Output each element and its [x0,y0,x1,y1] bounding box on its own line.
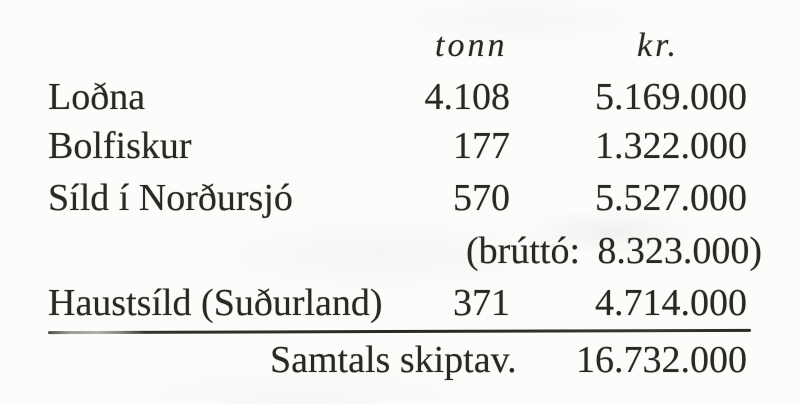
table-row: Loðna 4.108 5.169.000 [0,72,800,122]
table-total-row: Samtals skiptav. 16.732.000 [0,335,800,385]
row-kr-value: 1.322.000 [595,125,747,167]
row-kr-value: 4.714.000 [595,282,747,324]
row-tonn-value: 4.108 [424,76,511,118]
row-label: Síld í Norðursjó [48,177,293,219]
total-value: 16.732.000 [576,339,747,381]
row-label: Haustsíld (Suðurland) [48,282,383,324]
table-row: Bolfiskur 177 1.322.000 [0,121,800,171]
table-row: Síld í Norðursjó 570 5.527.000 [0,173,800,223]
row-kr-value: 5.169.000 [595,76,747,118]
row-kr-value: 5.527.000 [595,177,747,219]
row-tonn-value: 177 [453,125,510,167]
row-label: Bolfiskur [48,125,192,167]
table-header-row: tonn kr. [0,21,800,71]
column-header-kr: kr. [637,27,680,64]
total-separator-line [47,328,752,335]
table-row-brutto: (brúttó: 8.323.000) [0,226,800,276]
table-row: Haustsíld (Suðurland) 371 4.714.000 [0,278,800,328]
total-label: Samtals skiptav. [270,339,517,381]
row-label: Loðna [48,76,146,118]
row-tonn-value: 371 [453,282,510,324]
row-brutto-label: (brúttó: [466,230,580,272]
row-kr-value: 8.323.000) [597,230,762,272]
row-tonn-value: 570 [453,177,510,219]
column-header-tonn: tonn [435,27,508,64]
